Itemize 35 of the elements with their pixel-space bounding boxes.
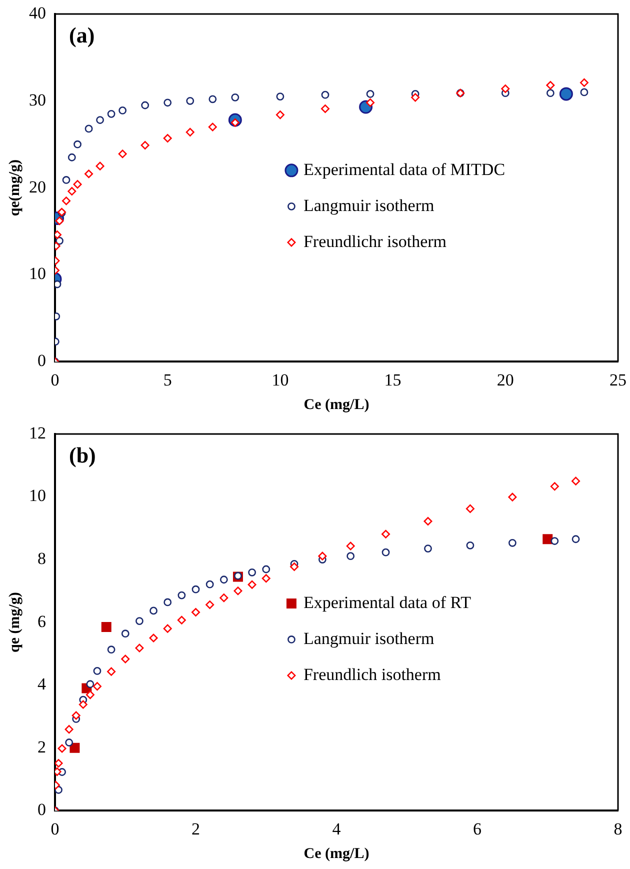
x-tick-label: 2 [192,819,200,838]
legend-label: Freundlich isotherm [303,664,441,684]
x-tick-label: 20 [496,370,514,390]
x-tick-label: 25 [610,370,626,390]
x-tick-label: 5 [163,370,172,390]
x-tick-label: 15 [384,370,402,390]
y-tick-label: 0 [38,351,46,370]
x-tick-label: 0 [50,819,60,838]
legend-label: Experimental data of MITDC [303,160,506,179]
y-tick-label: 10 [29,486,46,506]
y-axis-title: qe (mg/g) [6,592,23,653]
y-tick-label: 40 [29,3,46,22]
y-tick-label: 8 [38,549,46,568]
annotation: (b) [69,442,96,468]
legend-label: Experimental data of RT [303,592,472,612]
y-tick-label: 10 [29,264,46,284]
x-axis-title: Ce (mg/L) [304,846,370,862]
x-tick-label: 10 [272,370,289,390]
y-tick-label: 6 [38,612,46,631]
x-tick-label: 6 [473,819,482,838]
y-tick-label: 4 [38,674,46,694]
y-tick-label: 2 [38,737,46,756]
x-tick-label: 8 [614,819,622,838]
y-axis-title: qe(mg/g) [6,159,23,216]
legend-label: Langmuir isotherm [303,628,434,648]
x-tick-label: 0 [50,370,60,390]
y-tick-label: 20 [29,177,46,196]
annotation: (a) [69,22,95,48]
x-axis-title: Ce (mg/L) [304,396,370,413]
y-tick-label: 0 [38,800,46,820]
y-tick-label: 12 [29,423,46,442]
x-tick-label: 4 [332,819,342,838]
legend-label: Freundlichr isotherm [303,232,447,251]
legend-label: Langmuir isotherm [303,196,434,215]
y-tick-label: 30 [29,90,46,110]
